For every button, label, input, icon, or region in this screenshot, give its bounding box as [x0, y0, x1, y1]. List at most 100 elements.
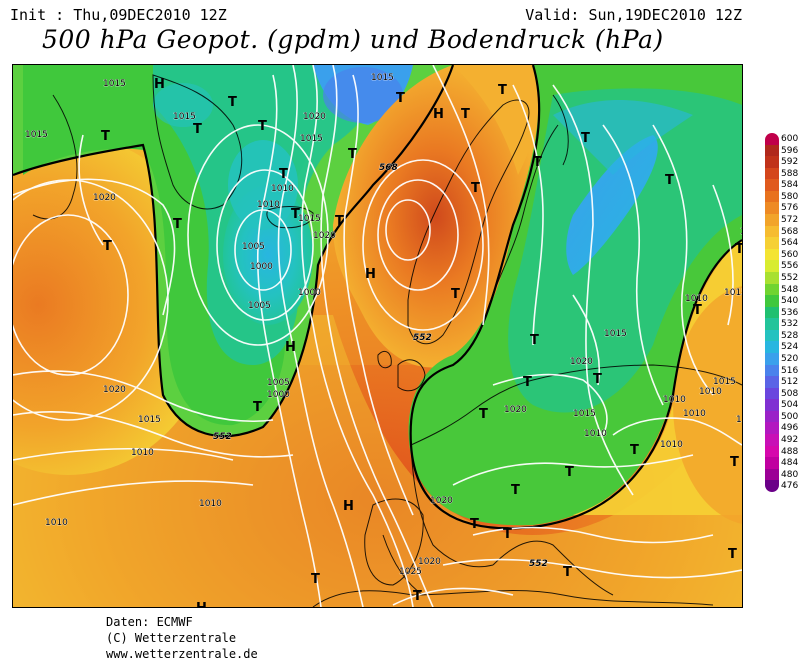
isobar-label: 1020	[430, 496, 453, 506]
legend-swatch	[765, 225, 779, 238]
legend-swatch	[765, 271, 779, 284]
low-pressure-marker: T	[533, 155, 542, 170]
legend-label: 524	[781, 342, 799, 353]
isobar-label: 1020	[313, 231, 336, 241]
legend-label: 508	[781, 388, 799, 399]
legend-label: 580	[781, 191, 799, 202]
legend-swatch	[765, 364, 779, 377]
low-pressure-marker: T	[279, 167, 288, 182]
legend-entry: 508	[765, 387, 811, 400]
geopotential-label: 568	[379, 163, 398, 173]
legend-swatch	[765, 283, 779, 296]
low-pressure-marker: T	[173, 217, 182, 232]
low-pressure-marker: T	[193, 122, 202, 137]
legend-label: 584	[781, 180, 799, 191]
legend-label: 476	[781, 481, 799, 492]
low-pressure-marker: T	[523, 375, 532, 390]
low-pressure-marker: T	[563, 565, 572, 580]
isobar-label: 1010	[683, 409, 706, 419]
legend-label: 588	[781, 168, 799, 179]
legend-entry: 476	[765, 480, 811, 492]
high-pressure-marker: H	[154, 77, 165, 92]
legend-swatch	[765, 422, 779, 435]
legend-entry: 548	[765, 283, 811, 296]
legend-entry: 520	[765, 352, 811, 365]
low-pressure-marker: T	[291, 207, 300, 222]
legend-label: 560	[781, 249, 799, 260]
legend-entry: 532	[765, 318, 811, 330]
legend-label: 512	[781, 377, 799, 388]
legend-swatch	[765, 133, 779, 145]
chart-title: 500 hPa Geopot. (gpdm) und Bodendruck (h…	[42, 25, 664, 54]
valid-time: Valid: Sun,19DEC2010 12Z	[525, 6, 742, 24]
isobar-label: 1010	[584, 429, 607, 439]
legend-swatch	[765, 445, 779, 458]
isobar-label: 1020	[103, 385, 126, 395]
isobar-label: 1005	[242, 242, 265, 252]
legend-entry: 588	[765, 167, 811, 180]
legend-label: 516	[781, 365, 799, 376]
isobar-label: 1010	[199, 499, 222, 509]
low-pressure-marker: T	[735, 242, 742, 257]
isobar-label: 1015	[371, 73, 394, 83]
legend-entry: 592	[765, 156, 811, 168]
legend-entry: 484	[765, 457, 811, 469]
legend-entry: 564	[765, 237, 811, 249]
low-pressure-marker: T	[258, 119, 267, 134]
low-pressure-marker: T	[470, 517, 479, 532]
isobar-label: 1000	[267, 390, 290, 400]
isobar-label: 1020	[504, 405, 527, 415]
isobar-label: 1020	[740, 227, 742, 237]
legend-swatch	[765, 457, 779, 469]
low-pressure-marker: T	[396, 91, 405, 106]
legend-entry: 556	[765, 260, 811, 272]
legend-swatch	[765, 387, 779, 400]
legend-label: 528	[781, 330, 799, 341]
legend-swatch	[765, 167, 779, 180]
isobar-label: 1020	[93, 193, 116, 203]
legend-swatch	[765, 156, 779, 168]
isobar-label: 1015	[103, 79, 126, 89]
isobar-label: 1010	[685, 294, 708, 304]
legend-swatch	[765, 248, 779, 261]
legend-label: 520	[781, 353, 799, 364]
isobar-label: 1025	[399, 567, 422, 577]
legend-swatch	[765, 410, 779, 423]
isobar-label: 1005	[248, 301, 271, 311]
legend-label: 484	[781, 458, 799, 469]
isobar-label: 1015	[298, 214, 321, 224]
legend-swatch	[765, 480, 779, 492]
low-pressure-marker: T	[581, 131, 590, 146]
isobar-label: 1010	[699, 387, 722, 397]
high-pressure-marker: H	[196, 601, 207, 607]
low-pressure-marker: T	[103, 239, 112, 254]
isobar-label: 1015	[724, 288, 742, 298]
legend-label: 548	[781, 284, 799, 295]
legend-entry: 480	[765, 468, 811, 481]
legend-swatch	[765, 295, 779, 307]
legend-entry: 580	[765, 190, 811, 203]
high-pressure-marker: H	[285, 340, 296, 355]
legend-swatch	[765, 399, 779, 411]
isobar-label: 1010	[271, 184, 294, 194]
legend-label: 564	[781, 238, 799, 249]
legend-entry: 576	[765, 202, 811, 215]
legend-label: 540	[781, 296, 799, 307]
legend-entry: 492	[765, 434, 811, 446]
weather-map: 1015 1015 1015 1020 1015 1015 1010 1010 1015 1020…	[12, 64, 743, 608]
isobar-label: 1015	[138, 415, 161, 425]
high-pressure-marker: H	[343, 499, 354, 514]
legend-swatch	[765, 434, 779, 446]
isobar-label: 1020	[570, 357, 593, 367]
isobar-label: 1010	[45, 518, 68, 528]
low-pressure-marker: T	[479, 407, 488, 422]
low-pressure-marker: T	[665, 173, 674, 188]
legend-entry: 536	[765, 306, 811, 319]
high-pressure-marker: H	[433, 107, 444, 122]
high-pressure-marker: H	[365, 267, 376, 282]
legend-entry: 496	[765, 422, 811, 435]
legend-label: 592	[781, 157, 799, 168]
low-pressure-marker: T	[253, 400, 262, 415]
isobar-label: 1015	[713, 377, 736, 387]
low-pressure-marker: T	[228, 95, 237, 110]
